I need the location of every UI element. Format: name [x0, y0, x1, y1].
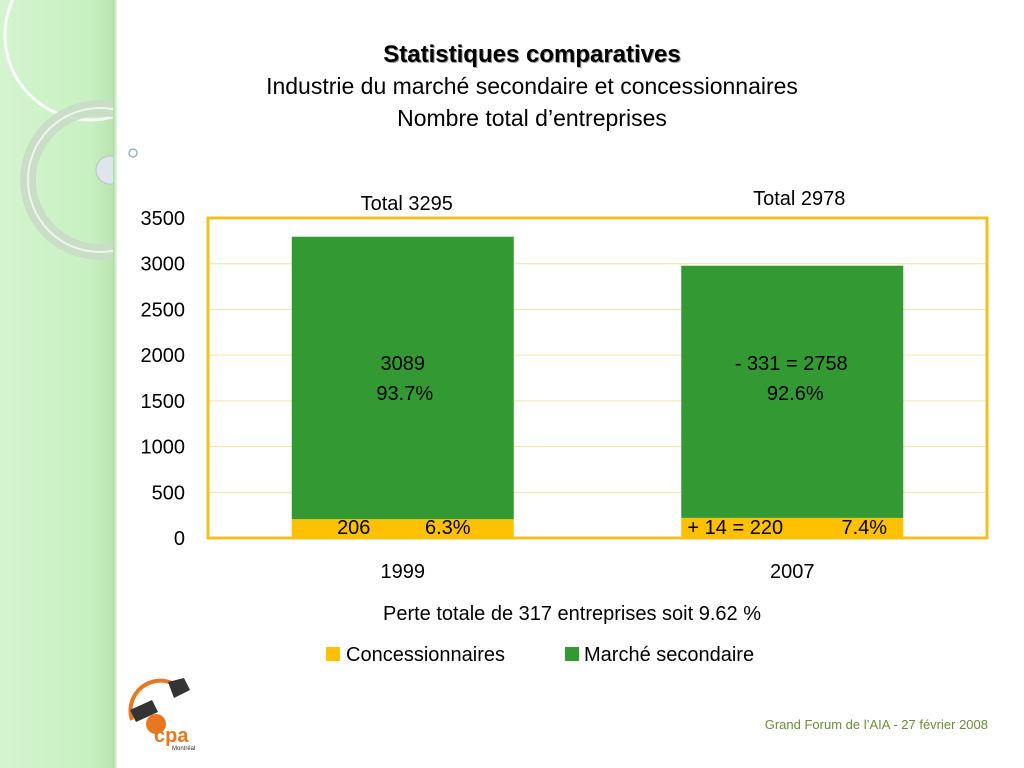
- decorative-circles: [3, 0, 113, 260]
- y-tick-label: 1000: [141, 437, 186, 459]
- bar-concessionnaires-1999: [291, 519, 514, 538]
- logo-text: cpa: [154, 725, 189, 747]
- legend-label-marche-secondaire: Marché secondaire: [584, 644, 754, 666]
- small-circle-decoration: [128, 148, 138, 158]
- total-label: Total 3295: [361, 193, 453, 215]
- data-label-concessionnaires-value: 206: [337, 517, 370, 539]
- y-tick-label: 3000: [141, 254, 186, 276]
- x-tick-label: 1999: [381, 561, 426, 583]
- data-label-concessionnaires-value: + 14 = 220: [687, 517, 783, 539]
- data-label-concessionnaires-percent: 7.4%: [841, 517, 887, 539]
- cpa-logo: cpa Montréal: [128, 678, 195, 752]
- bar-march-secondaire-1999: [291, 236, 514, 520]
- slide-footer: Grand Forum de l’AIA - 27 février 2008: [764, 717, 988, 732]
- data-label-marche-percent: 93.7%: [376, 383, 433, 405]
- total-label: Total 2978: [753, 188, 845, 210]
- data-label-marche-value: - 331 = 2758: [735, 353, 848, 375]
- data-label-marche-percent: 92.6%: [767, 383, 824, 405]
- slide-title: Statistiques comparatives: [383, 41, 681, 68]
- bar-march-secondaire-2007: [681, 265, 904, 518]
- band-edge: [113, 0, 117, 768]
- x-tick-label: 2007: [770, 561, 815, 583]
- legend-swatch-marche-secondaire: [565, 647, 579, 661]
- left-decorative-band: [0, 0, 113, 768]
- slide-subtitle-2: Nombre total d’entreprises: [397, 105, 667, 131]
- y-tick-label: 500: [152, 482, 185, 504]
- y-tick-label: 2000: [141, 345, 186, 367]
- y-tick-label: 0: [174, 528, 185, 550]
- data-label-marche-value: 3089: [381, 353, 426, 375]
- y-tick-label: 2500: [141, 299, 186, 321]
- y-tick-label: 1500: [141, 391, 186, 413]
- legend-swatch-concessionnaires: [326, 647, 340, 661]
- data-label-concessionnaires-percent: 6.3%: [425, 517, 471, 539]
- title-block: Statistiques comparatives Industrie du m…: [140, 40, 924, 134]
- plot-area-border: [206, 216, 989, 540]
- chart-annotation: Perte totale de 317 entreprises soit 9.6…: [383, 603, 761, 625]
- bar-concessionnaires-2007: [681, 517, 904, 538]
- slide-subtitle-1: Industrie du marché secondaire et conces…: [266, 73, 798, 99]
- logo-subtext: Montréal: [172, 746, 195, 752]
- legend-label-concessionnaires: Concessionnaires: [346, 644, 505, 666]
- y-tick-label: 3500: [141, 208, 186, 230]
